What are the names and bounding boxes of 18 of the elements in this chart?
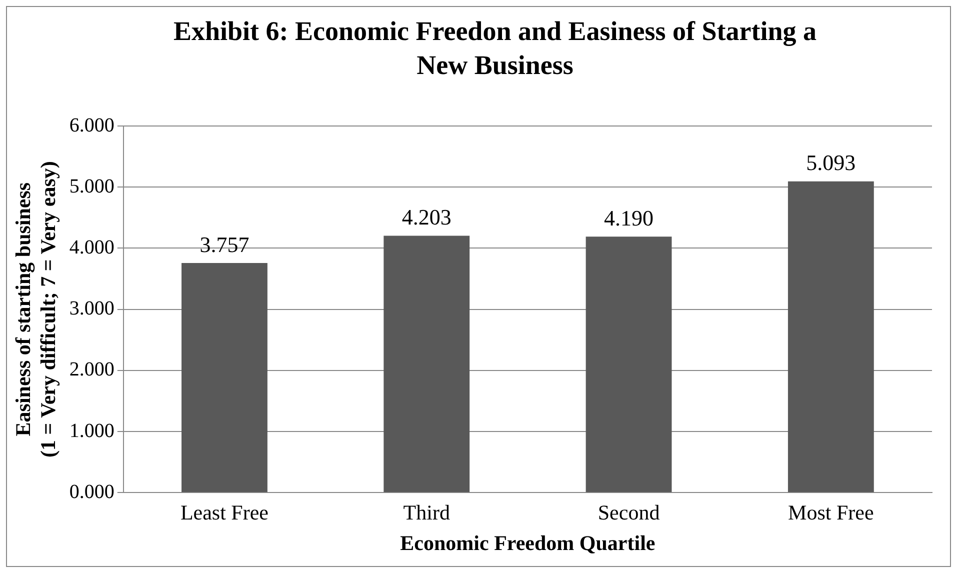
- y-tick-label: 1.000: [69, 420, 114, 442]
- y-tick-label: 0.000: [69, 480, 114, 503]
- x-tick-label: Least Free: [180, 500, 268, 525]
- y-tick-label: 5.000: [69, 175, 114, 198]
- y-tick-label: 4.000: [69, 236, 114, 258]
- y-axis-title: Easiness of starting business (1 = Very difficult; 7 = Very easy): [11, 161, 60, 458]
- data-label: 4.190: [604, 205, 654, 230]
- x-tick-label: Second: [598, 500, 660, 525]
- x-axis-title: Economic Freedom Quartile: [400, 530, 656, 555]
- y-tick-label: 6.000: [69, 114, 114, 136]
- data-label: 3.757: [200, 232, 250, 257]
- y-tick-label: 2.000: [69, 358, 114, 381]
- data-label: 4.203: [402, 204, 452, 230]
- chart-title: Exhibit 6: Economic Freedon and Easiness of Starting a New Business: [172, 15, 818, 82]
- x-tick-label: Most Free: [788, 500, 874, 525]
- y-tick-label: 3.000: [69, 298, 114, 320]
- x-tick-label: Third: [403, 500, 450, 525]
- data-label: 5.093: [806, 150, 856, 176]
